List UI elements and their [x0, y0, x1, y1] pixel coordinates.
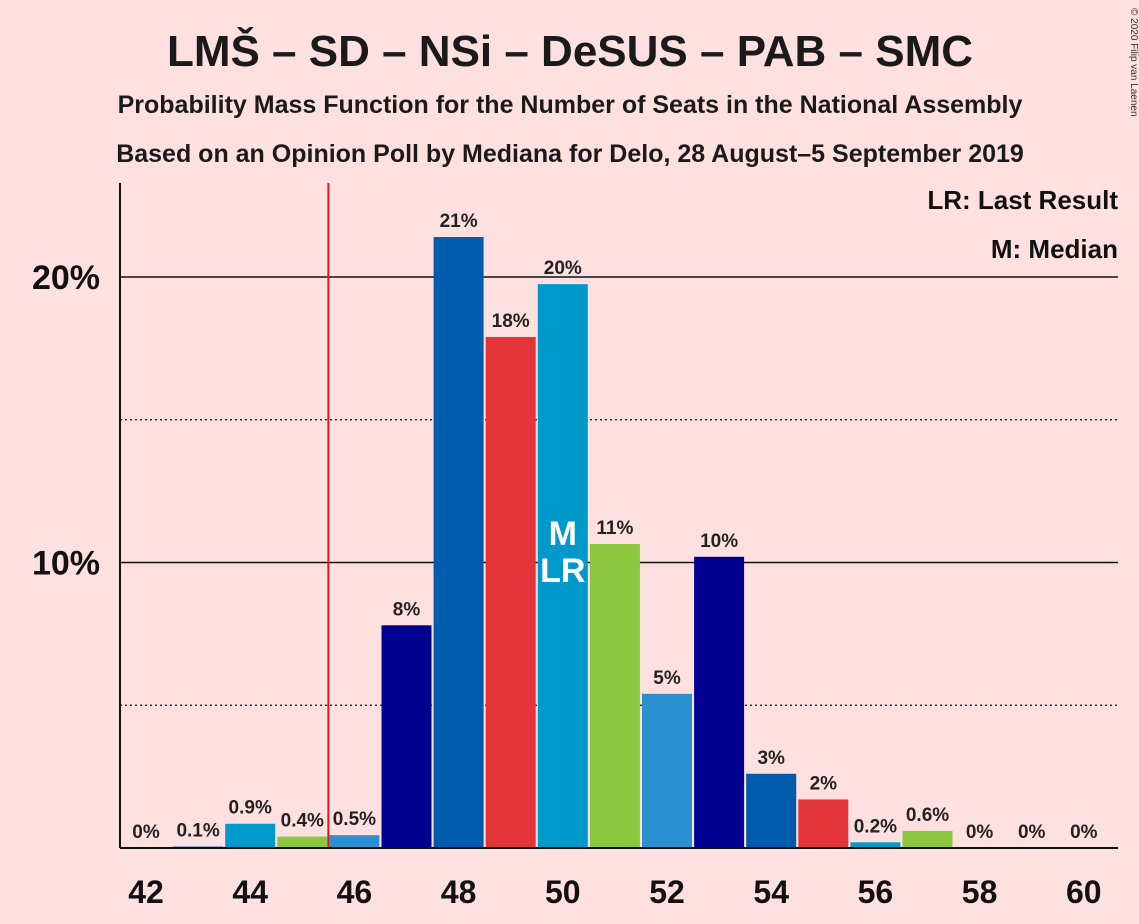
bar-label-seat-52: 5%: [653, 668, 681, 689]
x-tick-label: 56: [858, 874, 894, 910]
x-tick-label: 58: [962, 874, 998, 910]
bar-seat-54: [746, 773, 797, 848]
copyright-notice: © 2020 Filip van Laenen: [1128, 8, 1139, 117]
y-axis-ticks: 10% 20%: [32, 259, 100, 583]
legend-median: M: Median: [991, 234, 1118, 264]
bar-seat-44: [225, 823, 276, 848]
bar-seat-50: [537, 284, 588, 848]
bar-label-seat-59: 0%: [1018, 822, 1046, 843]
bar-label-seat-50: 20%: [544, 258, 582, 279]
bar-label-seat-58: 0%: [966, 822, 994, 843]
bar-seat-48: [433, 237, 484, 848]
legend-last-result: LR: Last Result: [927, 185, 1118, 215]
bar-seat-52: [642, 693, 692, 848]
bar-labels-group: 0% 0.1% 0.9% 0.4% 0.5% 8% 21% 18% 20% 11% 5% 10% 3% 2…: [132, 211, 1097, 843]
x-axis-ticks: 42 44 46 48 50 52 54 56 58 60: [128, 874, 1101, 910]
bar-label-seat-56: 0.2%: [854, 816, 897, 837]
bar-label-seat-54: 3%: [757, 748, 785, 769]
bars-group: [173, 237, 953, 848]
x-tick-label: 52: [649, 874, 685, 910]
x-tick-label: 48: [441, 874, 477, 910]
chart-title: LMŠ – SD – NSi – DeSUS – PAB – SMC: [167, 25, 973, 76]
bar-label-seat-57: 0.6%: [906, 805, 949, 826]
x-tick-label: 42: [128, 874, 164, 910]
axes: [119, 183, 1118, 849]
bar-label-seat-46: 0.5%: [333, 809, 376, 830]
bar-seat-45: [277, 836, 328, 848]
bar-seat-56: [850, 842, 901, 848]
bar-label-seat-47: 8%: [393, 599, 421, 620]
bar-label-seat-60: 0%: [1070, 822, 1098, 843]
x-tick-label: 54: [753, 874, 789, 910]
bar-label-seat-48: 21%: [440, 211, 478, 232]
chart-source: Based on an Opinion Poll by Mediana for …: [116, 140, 1024, 168]
bar-seat-47: [381, 625, 432, 848]
bar-label-seat-42: 0%: [132, 822, 160, 843]
chart-subtitle: Probability Mass Function for the Number…: [118, 91, 1023, 119]
bar-label-seat-55: 2%: [810, 773, 838, 794]
bar-label-seat-44: 0.9%: [229, 798, 272, 819]
x-tick-label: 44: [232, 874, 268, 910]
bar-label-seat-43: 0.1%: [176, 821, 219, 842]
last-result-marker: LR: [540, 552, 585, 590]
bar-seat-53: [694, 556, 745, 848]
x-tick-label: 60: [1066, 874, 1102, 910]
bar-seat-51: [589, 543, 640, 848]
bar-label-seat-51: 11%: [596, 518, 633, 539]
bar-label-seat-53: 10%: [700, 531, 738, 552]
x-tick-label: 50: [545, 874, 581, 910]
bar-seat-46: [329, 835, 380, 848]
bar-seat-57: [902, 830, 953, 848]
bar-label-seat-49: 18%: [492, 311, 530, 332]
y-tick-label: 10%: [32, 545, 100, 583]
median-marker: M: [549, 515, 577, 553]
bar-seat-49: [485, 336, 536, 848]
bar-label-seat-45: 0.4%: [281, 811, 324, 832]
bar-seat-55: [798, 799, 849, 848]
x-tick-label: 46: [337, 874, 373, 910]
y-tick-label: 20%: [32, 259, 100, 297]
